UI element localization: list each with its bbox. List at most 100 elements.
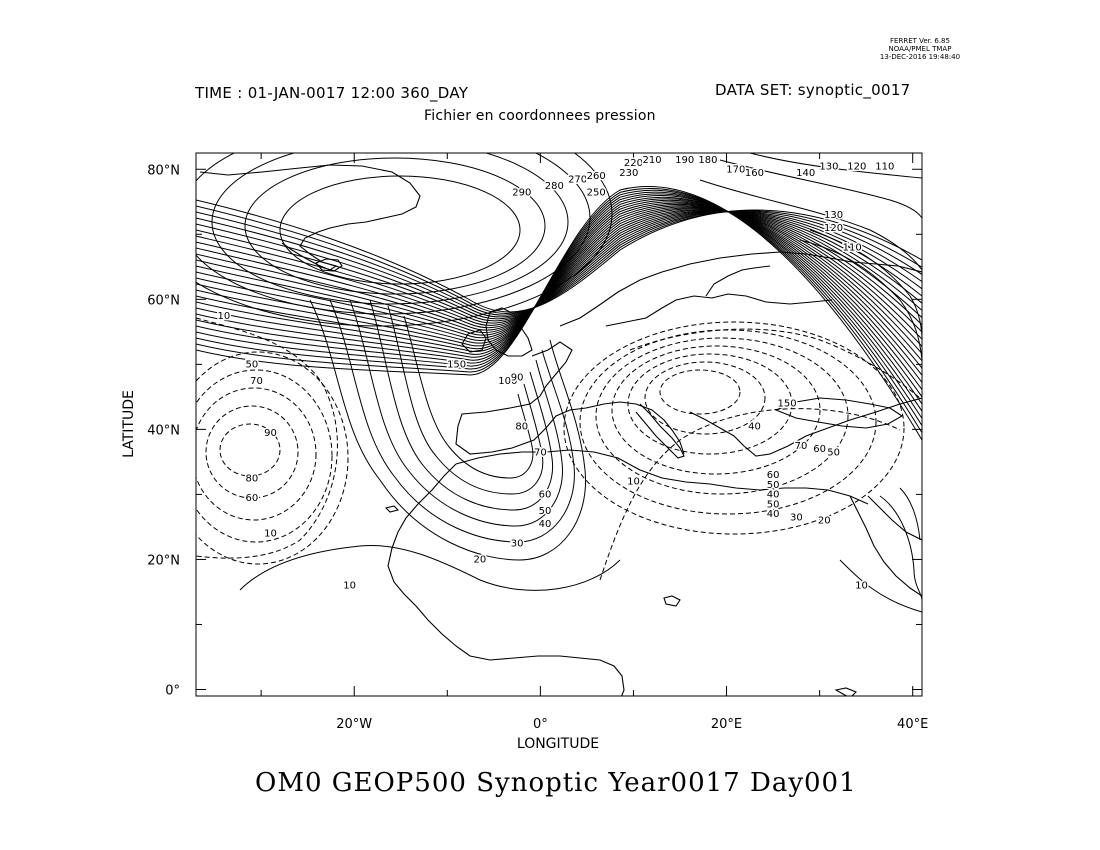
contour-label: 60	[539, 490, 552, 501]
contour-label: 140	[796, 168, 815, 179]
contour-label: 230	[619, 168, 638, 179]
lon-tick-label: 20°W	[336, 717, 372, 732]
iceland-coast	[315, 258, 343, 272]
east-contours	[699, 153, 922, 613]
contour-label: 130	[819, 161, 838, 172]
lon-tick-label: 0°	[533, 717, 548, 732]
island-south	[834, 687, 857, 696]
ferret-version-stamp: FERRET Ver. 6.85 NOAA/PMEL TMAP 13-DEC-2…	[860, 37, 980, 61]
contour-label: 10	[343, 581, 356, 592]
contour-label: 250	[587, 187, 606, 198]
jet-contour-line	[196, 196, 922, 398]
contour-label: 270	[568, 174, 587, 185]
ferret-version: FERRET Ver. 6.85	[890, 37, 950, 45]
contour-label: 150	[777, 399, 796, 410]
contour-label: 50	[827, 447, 840, 458]
jet-contour-line	[196, 209, 922, 331]
lat-tick-label: 20°N	[147, 553, 180, 568]
europe-west-coast	[455, 341, 685, 455]
contour-label: 90	[264, 428, 277, 439]
ridge-contours	[239, 299, 621, 591]
contour-label: 110	[875, 161, 894, 172]
contour-label: 170	[726, 165, 745, 176]
jet-contour-line	[196, 206, 922, 347]
ferret-org: NOAA/PMEL TMAP	[888, 45, 952, 53]
mediterranean-low-contours	[563, 321, 922, 581]
canary-islands	[384, 505, 400, 513]
lat-tick-label: 60°N	[147, 293, 180, 308]
jet-contour-line	[196, 208, 922, 333]
contour-label: 120	[824, 223, 843, 234]
contour-label: 40	[767, 490, 780, 501]
lat-tick-label: 40°N	[147, 423, 180, 438]
island-red-sea	[663, 595, 681, 607]
italy-coast	[635, 403, 685, 459]
contour-label: 30	[790, 512, 803, 523]
jet-contour-line	[196, 186, 922, 441]
contour-label: 70	[795, 441, 808, 452]
contour-label: 150	[447, 360, 466, 371]
atlantic-low-contours	[196, 317, 349, 565]
lat-tick-label: 80°N	[147, 163, 180, 178]
jet-contour-line	[196, 188, 922, 434]
contour-label: 50	[539, 506, 552, 517]
dataset-label: DATA SET: synoptic_0017	[715, 81, 911, 99]
jet-contour-line	[196, 189, 922, 426]
contour-label: 10	[218, 311, 231, 322]
contour-label: 30	[511, 538, 524, 549]
contour-label: 20	[474, 555, 487, 566]
jet-contour-line	[196, 203, 922, 362]
y-axis-label: LATITUDE	[121, 390, 137, 458]
contour-label: 180	[698, 155, 717, 166]
africa-west-coast	[387, 463, 625, 696]
lon-tick-label: 40°E	[897, 717, 928, 732]
contour-label: 50	[767, 480, 780, 491]
contour-label: 40	[748, 421, 761, 432]
jet-contour-line	[196, 210, 922, 324]
contour-label: 60	[813, 444, 826, 455]
greenland-high-contours	[196, 153, 613, 327]
contour-label: 40	[767, 509, 780, 520]
scandinavia-coast	[559, 251, 922, 327]
africa-north-coast	[455, 449, 869, 505]
jet-contours	[196, 186, 922, 441]
contour-label: 80	[515, 421, 528, 432]
contour-label: 160	[745, 168, 764, 179]
jet-contour-line	[196, 207, 922, 340]
longitude-axis: 20°W 0° 20°E 40°E	[260, 153, 928, 732]
contour-label: 20	[818, 516, 831, 527]
contour-label: 100	[498, 376, 517, 387]
finland-coast	[705, 265, 771, 297]
balkans-coast	[689, 397, 922, 457]
contour-label: 210	[643, 155, 662, 166]
jet-contour-line	[196, 201, 922, 376]
time-label: TIME : 01-JAN-0017 12:00 360_DAY	[195, 84, 469, 102]
contour-label: 280	[545, 181, 564, 192]
greenland-coast	[199, 164, 421, 271]
lon-tick-label: 20°E	[711, 717, 742, 732]
jet-contour-line	[196, 195, 922, 405]
contour-label: 50	[767, 499, 780, 510]
contour-label: 110	[843, 243, 862, 254]
contour-label: 10	[627, 477, 640, 488]
x-axis-label: LONGITUDE	[517, 736, 599, 752]
plot-subtitle: Fichier en coordonnees pression	[424, 108, 656, 124]
jet-contour-line	[196, 209, 922, 329]
jet-contour-line	[196, 199, 922, 383]
contour-label: 40	[539, 519, 552, 530]
contour-label: 70	[534, 447, 547, 458]
jet-contour-line	[196, 210, 922, 322]
contour-label: 290	[512, 187, 531, 198]
jet-contour-line	[196, 191, 922, 419]
contour-label: 80	[245, 473, 258, 484]
contour-label: 220	[624, 158, 643, 169]
contour-label: 10	[855, 581, 868, 592]
jet-contour-line	[196, 210, 922, 326]
plot-frame	[195, 152, 923, 697]
main-title: OM0 GEOP500 Synoptic Year0017 Day001	[255, 768, 857, 798]
ferret-timestamp: 13-DEC-2016 19:48:40	[879, 53, 961, 61]
contour-label: 260	[587, 171, 606, 182]
contour-label: 70	[250, 376, 263, 387]
